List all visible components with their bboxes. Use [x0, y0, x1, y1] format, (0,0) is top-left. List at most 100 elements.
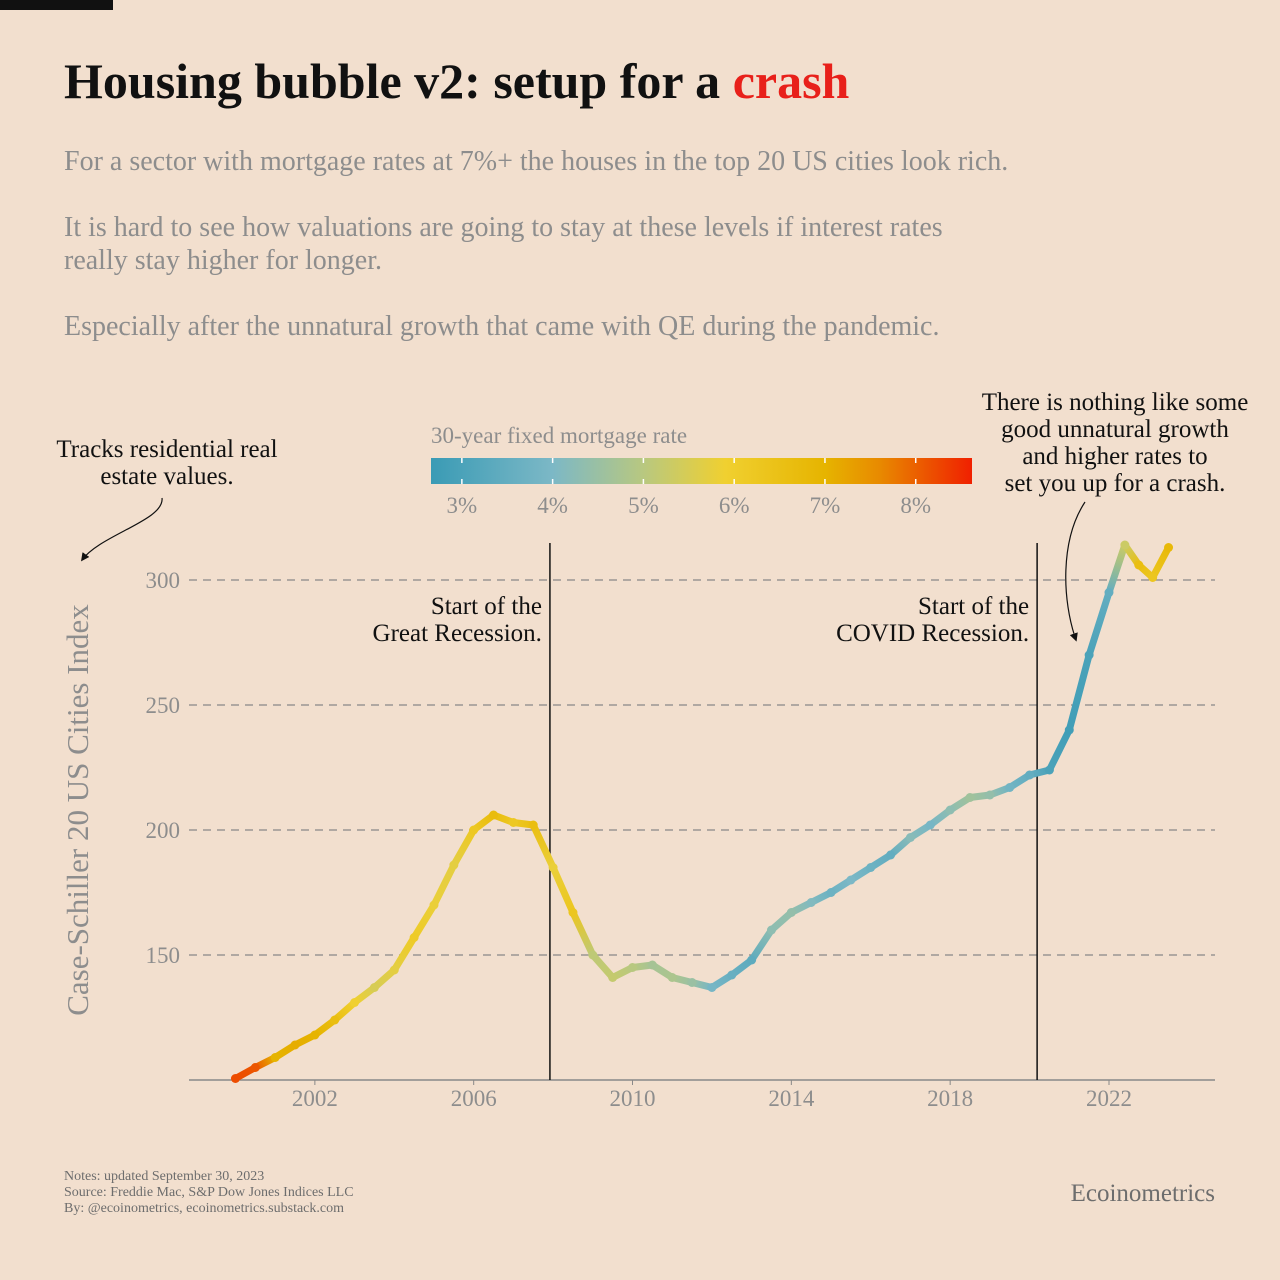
note: Source: Freddie Mac, S&P Dow Jones Indic… [64, 1185, 354, 1200]
line-segment [430, 861, 458, 909]
point [449, 860, 459, 870]
colorbar-tick-label: 4% [537, 493, 568, 518]
point [1005, 783, 1015, 792]
line-segment [569, 909, 597, 959]
line-segment [589, 951, 617, 981]
point [1148, 573, 1158, 582]
point [290, 1040, 300, 1050]
brand: Ecoinometrics [1071, 1180, 1215, 1207]
colorbar-tick-label: 8% [900, 493, 931, 518]
y-tick-label: 200 [146, 818, 181, 843]
arrow [81, 497, 163, 562]
annotation: set you up for a crash. [1005, 470, 1226, 497]
line-segment [1105, 541, 1129, 596]
subtitle: Especially after the unnatural growth th… [64, 311, 939, 342]
point [925, 820, 935, 830]
line-segment [1045, 726, 1073, 774]
point [747, 955, 757, 965]
line-segment [549, 864, 577, 916]
point [429, 900, 439, 910]
colorbar-tick-label: 7% [810, 493, 841, 518]
point [687, 978, 697, 987]
point [369, 983, 379, 992]
line-segment [1085, 589, 1113, 659]
point [270, 1053, 280, 1062]
x-tick-label: 2014 [768, 1086, 815, 1111]
point [1134, 560, 1144, 570]
colorbar [431, 458, 972, 484]
point [846, 875, 856, 885]
point [727, 970, 737, 980]
point [826, 888, 836, 897]
point [548, 863, 558, 872]
point [350, 998, 360, 1007]
point [786, 908, 796, 917]
y-axis-title: Case-Schiller 20 US Cities Index [60, 604, 95, 1016]
x-tick-label: 2018 [927, 1086, 973, 1111]
point [230, 1074, 240, 1083]
point [1164, 543, 1174, 552]
subtitle: For a sector with mortgage rates at 7%+ … [64, 146, 1008, 177]
colorbar-tick-label: 6% [719, 493, 750, 518]
point [608, 973, 618, 982]
line-segment [1065, 651, 1093, 734]
point [1120, 540, 1130, 550]
line-segment [450, 826, 478, 869]
point [409, 933, 419, 942]
annotation: and higher rates to [1022, 443, 1207, 470]
point [886, 850, 896, 860]
point [250, 1063, 260, 1072]
annotation: Tracks residential real [56, 436, 277, 463]
point [866, 863, 876, 872]
title-highlight: crash [733, 53, 850, 109]
point [1025, 770, 1035, 780]
point [985, 790, 995, 800]
point [965, 793, 975, 802]
point [628, 963, 638, 972]
point [766, 925, 776, 935]
point [707, 983, 717, 992]
line-segment [1149, 544, 1173, 581]
colorbar-title: 30-year fixed mortgage rate [431, 423, 687, 448]
point [508, 818, 518, 827]
subtitle: It is hard to see how valuations are goi… [64, 212, 943, 243]
point [389, 965, 399, 975]
point [469, 825, 479, 835]
point [806, 898, 816, 907]
point [905, 833, 915, 842]
subtitle: really stay higher for longer. [64, 245, 382, 276]
point [528, 820, 538, 830]
point [647, 960, 657, 970]
point [568, 908, 578, 917]
line-segment [529, 821, 557, 871]
arrow [1065, 501, 1086, 642]
recession-label: Start of the [431, 593, 542, 620]
point [310, 1030, 320, 1040]
line-segment [410, 901, 438, 941]
y-tick-label: 250 [146, 693, 181, 718]
line-segment [390, 934, 418, 974]
recession-label: Start of the [918, 593, 1029, 620]
y-tick-label: 300 [146, 568, 181, 593]
x-tick-label: 2010 [610, 1086, 656, 1111]
point [1104, 588, 1114, 597]
title-main: Housing bubble v2: setup for a [64, 53, 720, 109]
point [1044, 765, 1054, 775]
corner-bar [0, 0, 113, 10]
recession-label: COVID Recession. [836, 620, 1029, 647]
colorbar-tick-label: 3% [447, 493, 478, 518]
point [330, 1015, 340, 1025]
line-segment [748, 926, 775, 964]
x-tick-label: 2022 [1086, 1086, 1132, 1111]
colorbar-tick-label: 5% [628, 493, 659, 518]
annotation: estate values. [100, 463, 233, 490]
x-tick-label: 2002 [292, 1086, 338, 1111]
annotation: good unnatural growth [1001, 416, 1229, 443]
y-tick-label: 150 [146, 943, 181, 968]
point [1084, 650, 1094, 660]
point [1064, 725, 1074, 735]
point [667, 973, 677, 982]
annotation: There is nothing like some [982, 389, 1249, 416]
